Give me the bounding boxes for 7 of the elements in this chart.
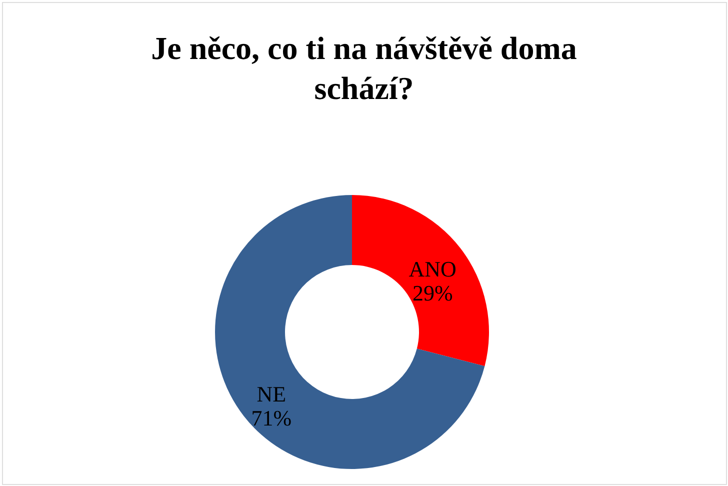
donut-slice xyxy=(215,195,485,469)
donut-slice xyxy=(352,195,489,366)
data-label: 29% xyxy=(412,280,453,306)
chart-title: Je něco, co ti na návštěvě doma schází? xyxy=(151,30,577,106)
slice-label: ANO xyxy=(408,256,456,282)
slice-label: NE xyxy=(256,382,286,407)
data-label: 71% xyxy=(251,406,292,431)
